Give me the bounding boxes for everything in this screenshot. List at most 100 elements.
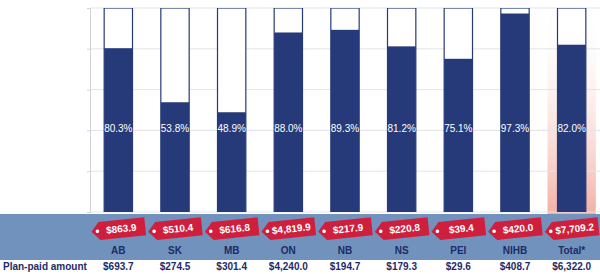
tag-hole [549, 229, 553, 233]
bar [331, 30, 359, 212]
tag-hole [152, 229, 156, 233]
bar [444, 59, 472, 212]
axis-line [87, 9, 91, 213]
bar-background [218, 8, 246, 212]
tag-hole [322, 229, 326, 233]
data-label: 89.3% [331, 123, 359, 134]
tick [87, 171, 90, 172]
data-label: 53.8% [161, 123, 189, 134]
data-labels: 80.3% 53.8% 48.9% 88.0% 89.3% 81.2% 75.1% 97.3%… [104, 123, 586, 134]
tick-label: NIHB [503, 245, 527, 256]
tick [87, 90, 90, 91]
tick-label: MB [224, 245, 240, 256]
price-tag: $39.4 [431, 217, 487, 241]
tag-label: $420.0 [502, 222, 534, 236]
bar [104, 48, 132, 212]
bar-background [444, 8, 472, 212]
data-label: 97.3% [501, 123, 529, 134]
tag-hole [492, 229, 496, 233]
bar [501, 14, 529, 212]
tick-label: SK [168, 245, 183, 256]
bar [558, 45, 586, 212]
tag-shape [431, 217, 487, 241]
table-row: Plan-paid amount $693.7 $274.5 $301.4 $4,240… [3, 261, 592, 272]
y-axis [87, 9, 91, 213]
tick-mark [87, 8, 90, 9]
tick-mark [87, 49, 90, 50]
bars [104, 8, 586, 212]
highlight-background [548, 0, 596, 214]
tag-hole [95, 229, 99, 233]
tag-shape [147, 217, 203, 241]
data-label: 75.1% [444, 123, 472, 134]
bar-background [388, 8, 416, 212]
bar [161, 102, 189, 212]
tag-shape [544, 217, 600, 241]
tag-shape [487, 217, 543, 241]
price-tag: $863.9 [91, 217, 147, 241]
data-label: 48.9% [217, 123, 245, 134]
tag-shape [317, 217, 373, 241]
bar [274, 32, 302, 212]
chart: 80.3% 53.8% 48.9% 88.0% 89.3% 81.2% 75.1% 97.3%… [0, 0, 600, 274]
tag-label: $510.4 [162, 222, 194, 236]
tag-label: $7,709.2 [555, 221, 595, 236]
tick-label: AB [111, 245, 125, 256]
tag-hole [265, 229, 269, 233]
tick-mark [87, 90, 90, 91]
bar-background [501, 8, 529, 212]
table-cell: $408.7 [500, 261, 531, 272]
table-cell: $301.4 [216, 261, 247, 272]
bar-background [274, 8, 302, 212]
tag-shape [374, 217, 430, 241]
table-cell: $194.7 [330, 261, 361, 272]
bar-background [331, 8, 359, 212]
tick [87, 130, 90, 131]
bar-background [558, 8, 586, 212]
tag-hole [209, 229, 213, 233]
bar [388, 46, 416, 212]
table-cell: $29.6 [446, 261, 471, 272]
total-tags: $863.9 $510.4 $616.8 $4,819.9 $217.9 $220.8 $3… [91, 217, 600, 241]
table-cell: $693.7 [103, 261, 134, 272]
data-label: 81.2% [387, 123, 415, 134]
bar-background [161, 8, 189, 212]
tick [87, 8, 90, 9]
price-tag: $510.4 [147, 217, 203, 241]
grid [90, 8, 600, 212]
tick-mark [87, 212, 90, 213]
table-cell: $4,240.0 [269, 261, 308, 272]
price-tag: $4,819.9 [261, 217, 317, 241]
tag-shape [91, 217, 147, 241]
tick [87, 212, 90, 213]
category-band [0, 214, 600, 260]
tick [87, 49, 90, 50]
table-cell: $6,322.0 [552, 261, 591, 272]
price-tag: $420.0 [487, 217, 543, 241]
tag-shape [204, 217, 260, 241]
data-label: 88.0% [274, 123, 302, 134]
tag-label: $220.8 [389, 222, 421, 236]
bar [218, 112, 246, 212]
price-tag: $220.8 [374, 217, 430, 241]
bar-background [104, 8, 132, 212]
tick-label: ON [281, 245, 296, 256]
tick-label: NB [338, 245, 352, 256]
tag-label: $217.9 [332, 222, 364, 236]
tag-label: $39.4 [448, 222, 474, 236]
table-cell: $274.5 [160, 261, 191, 272]
data-label: 82.0% [557, 123, 585, 134]
tick-mark [87, 130, 90, 131]
tick-mark [87, 171, 90, 172]
row-label: Plan-paid amount [3, 261, 88, 272]
tag-label: $863.9 [106, 222, 138, 236]
price-tag: $217.9 [317, 217, 373, 241]
price-tag: $616.8 [204, 217, 260, 241]
table-cell: $179.3 [386, 261, 417, 272]
tag-label: $616.8 [219, 222, 251, 236]
tag-label: $4,819.9 [271, 221, 311, 236]
tag-shape [261, 217, 317, 241]
data-label: 80.3% [104, 123, 132, 134]
tag-hole [435, 229, 439, 233]
x-axis-labels: ABSKMBONNBNSPEINIHBTotal* [111, 245, 585, 256]
